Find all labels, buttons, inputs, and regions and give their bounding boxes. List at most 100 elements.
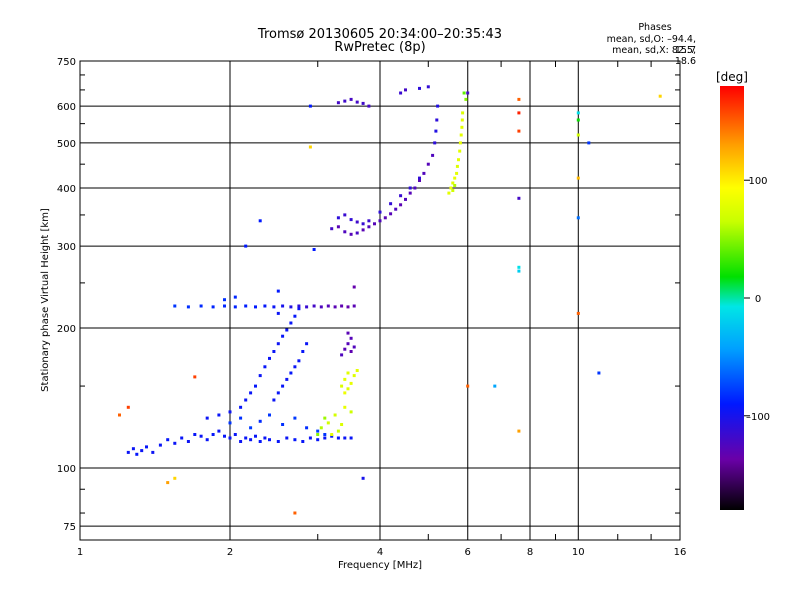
y-tick-labels: 75 100 200 300 400 500 600 750 [57,57,76,533]
data-point [418,179,421,182]
data-point [458,141,462,145]
data-point [343,436,347,440]
data-point [268,356,271,360]
data-point [394,207,398,211]
data-point [258,440,262,443]
data-point [458,149,462,153]
data-point [451,181,455,185]
x-tick-label: 2 [227,547,233,558]
data-point [378,219,382,223]
data-point [239,416,243,420]
data-point [308,104,312,108]
data-point [517,111,521,115]
data-point [254,384,257,388]
y-tick-label: 500 [57,139,76,150]
data-point [418,176,421,180]
data-point [361,101,365,105]
colorbar-tick-label: 100 [748,176,767,187]
data-point [340,353,344,357]
data-point [301,440,305,443]
x-axis-label: Frequency [MHz] [338,560,422,571]
data-point [346,387,350,391]
data-point [361,476,365,480]
data-point [249,438,253,442]
data-point [258,419,262,423]
data-point [517,196,521,200]
data-point [319,305,323,309]
data-point [228,421,232,425]
data-point [355,231,359,235]
data-point [349,336,353,340]
data-point [361,222,365,226]
data-point [281,384,285,388]
data-point [408,186,412,190]
data-point [576,176,580,180]
y-tick-label: 200 [57,324,76,335]
data-point [336,429,340,433]
data-point [460,125,464,129]
data-point [323,416,327,420]
data-point [389,212,393,216]
data-point [281,304,285,308]
data-point [244,398,248,402]
data-point [276,311,280,315]
data-point [355,100,359,104]
data-point [460,118,464,122]
grid-lines [80,61,680,540]
data-point [464,97,468,101]
data-point [330,434,334,438]
data-point [293,416,297,420]
data-point [436,104,440,108]
data-point [587,141,591,145]
data-point [239,440,243,443]
data-point [343,230,347,234]
y-tick-label: 750 [57,57,76,68]
data-point [326,304,330,308]
data-point [399,91,403,95]
data-point [462,91,466,95]
data-point [217,429,221,433]
data-point [199,434,203,438]
data-point [373,222,376,226]
data-point [343,213,347,217]
colorbar-tick-label: 0 [755,294,761,305]
data-point [340,423,344,426]
data-point [258,219,262,223]
data-point [258,374,262,378]
data-point [239,405,243,409]
data-point [330,227,334,231]
data-point [193,375,197,379]
data-point [268,413,271,417]
y-tick-label: 400 [57,184,76,195]
data-point [223,298,226,302]
data-point [293,438,297,442]
y-axis-label: Stationary phase Virtual Height [km] [40,208,51,392]
data-point [349,436,353,440]
data-point [352,374,356,378]
data-point [576,311,580,315]
data-point [422,171,426,175]
data-point [343,377,347,381]
data-point [193,433,197,436]
data-point [576,216,580,220]
data-point [431,153,435,157]
data-point [330,433,334,436]
data-point [297,359,301,363]
y-tick-label: 600 [57,102,76,113]
data-point [173,476,177,480]
data-point [434,129,438,133]
data-point [228,436,232,440]
data-point [517,129,521,133]
y-tick-label: 75 [63,522,76,533]
data-point [173,441,177,445]
colorbar-tick-label: –100 [746,412,770,423]
data-point [205,438,209,442]
data-point [223,304,226,308]
data-point [349,232,353,236]
data-point [272,398,276,402]
data-point [145,445,148,449]
data-point [233,295,237,299]
data-point [457,158,460,162]
data-point [413,186,417,190]
